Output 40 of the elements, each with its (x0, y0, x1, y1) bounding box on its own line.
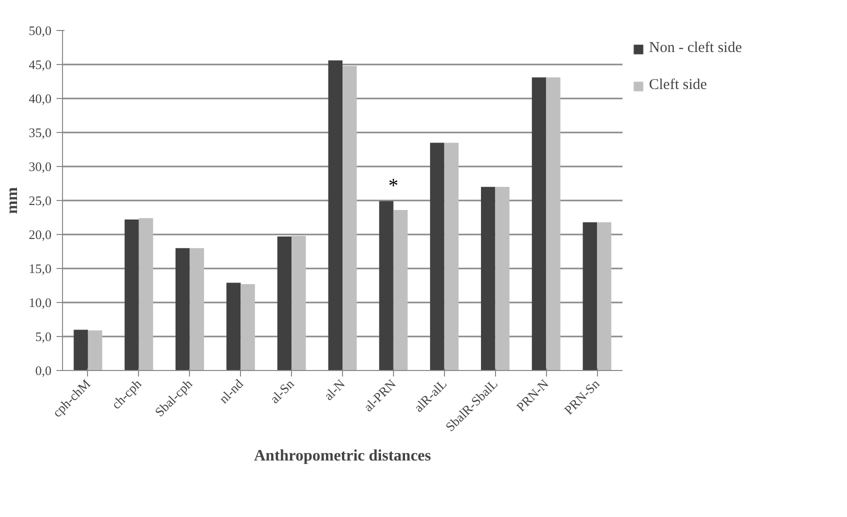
bar (495, 186, 510, 370)
bar (430, 142, 444, 370)
y-axis-title: mm (4, 186, 21, 214)
bar (582, 222, 598, 370)
bar (532, 77, 546, 370)
legend-label: Cleft side (649, 77, 708, 94)
y-tick-label: 30,0 (28, 159, 52, 174)
y-tick-label: 25,0 (28, 193, 52, 208)
legend-label: Non - cleft side (649, 40, 743, 57)
bar (88, 330, 102, 370)
bar (277, 236, 292, 370)
bar (597, 222, 612, 370)
y-tick-label: 50,0 (28, 23, 52, 38)
x-axis-title: Anthropometric distances (254, 448, 432, 465)
y-tick-label: 20,0 (28, 227, 52, 242)
bar (444, 142, 459, 370)
bar (226, 282, 241, 370)
y-tick-label: 40,0 (28, 91, 52, 106)
y-tick-label: 45,0 (28, 57, 52, 72)
y-tick-label: 5,0 (35, 329, 52, 344)
bar (124, 220, 139, 370)
bar (546, 77, 560, 370)
bar (342, 66, 357, 370)
y-tick-label: 10,0 (28, 295, 52, 310)
bar (328, 60, 342, 370)
y-tick-label: 35,0 (28, 125, 52, 140)
bar (393, 210, 408, 370)
bar (74, 330, 88, 370)
bar (480, 186, 496, 370)
y-tick-label: 0,0 (35, 363, 52, 378)
bar (240, 284, 255, 370)
bar (379, 201, 394, 370)
bar (190, 248, 204, 370)
x-tick-label: al-N (320, 376, 348, 404)
bar (292, 236, 306, 370)
x-tick-label: al-Sn (266, 376, 298, 406)
bar (176, 248, 190, 370)
bar (138, 218, 154, 370)
annotation: * (388, 175, 398, 198)
y-tick-label: 15,0 (28, 261, 52, 276)
